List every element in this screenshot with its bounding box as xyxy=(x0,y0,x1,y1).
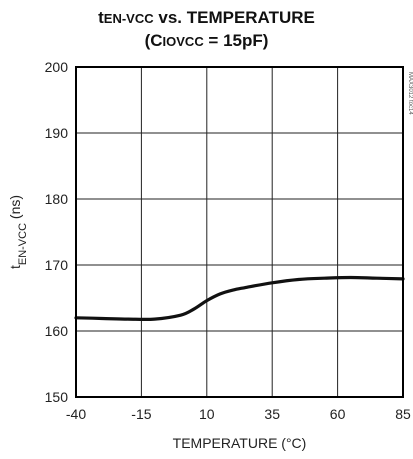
x-tick-label: 10 xyxy=(199,406,215,422)
x-tick-label: -15 xyxy=(131,406,151,422)
y-tick-label: 160 xyxy=(45,323,69,339)
title-rest: vs. TEMPERATURE xyxy=(153,8,315,27)
y-axis-label-unit: (ns) xyxy=(7,195,23,223)
y-tick-label: 200 xyxy=(45,59,69,75)
title-t: t xyxy=(98,8,104,27)
title-condition: = 15pF) xyxy=(203,31,269,50)
y-tick-label: 180 xyxy=(45,191,69,207)
series-line xyxy=(74,275,405,322)
grid xyxy=(76,67,403,397)
x-tick-label: 85 xyxy=(395,406,411,422)
y-axis-label-subscript: EN-VCC xyxy=(17,223,29,265)
y-axis-label: tEN-VCC (ns) xyxy=(7,195,29,269)
tick-labels: -40 -15 10 35 60 85 150 160 170 180 190 200 xyxy=(45,59,411,422)
y-tick-label: 150 xyxy=(45,389,69,405)
x-tick-label: 35 xyxy=(264,406,280,422)
title-subscript: EN-VCC xyxy=(103,11,154,26)
y-tick-label: 170 xyxy=(45,257,69,273)
x-axis-label: TEMPERATURE (°C) xyxy=(173,435,307,451)
figure-code: MAX3012 toc14 xyxy=(407,72,413,115)
y-axis-label-t: t xyxy=(7,265,23,269)
chart-title-line-2: (CIOVCC = 15pF) xyxy=(0,31,413,51)
title-c: (C xyxy=(144,31,163,50)
chart-title-line-1: tEN-VCC vs. TEMPERATURE xyxy=(0,8,413,28)
x-tick-label: -40 xyxy=(66,406,86,422)
title-c-subscript: IOVCC xyxy=(162,34,204,49)
y-tick-label: 190 xyxy=(45,125,69,141)
x-tick-label: 60 xyxy=(330,406,346,422)
plot-frame xyxy=(75,66,404,398)
